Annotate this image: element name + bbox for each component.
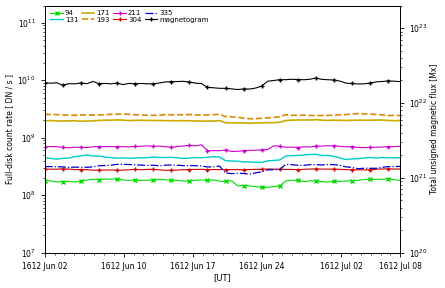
304 [169,168,174,172]
94 [157,178,162,181]
Y-axis label: Full-disk count rate [ DN / s ]: Full-disk count rate [ DN / s ] [5,74,15,184]
131 [145,156,150,160]
Legend: 94, 131, 171, 193, 211, 304, 335, magnetogram: 94, 131, 171, 193, 211, 304, 335, magnet… [48,8,211,25]
211 [42,145,47,149]
193 [247,117,252,120]
171 [247,122,252,125]
Line: magnetogram: magnetogram [43,76,402,91]
131 [42,156,47,160]
magnetogram [398,80,403,84]
Line: 335: 335 [44,164,400,174]
171 [102,118,108,122]
Line: 131: 131 [44,154,400,162]
131 [259,161,264,164]
131 [398,156,403,159]
211 [133,145,138,148]
Line: 171: 171 [44,120,400,123]
131 [157,156,162,159]
193 [398,114,403,117]
211 [157,144,162,148]
Line: 211: 211 [43,143,402,153]
131 [313,153,319,156]
171 [313,118,319,121]
171 [157,119,162,122]
193 [271,116,276,119]
94 [271,185,276,188]
335 [102,164,108,167]
131 [271,159,276,162]
magnetogram [162,80,168,84]
magnetogram [313,76,319,80]
335 [114,163,120,166]
magnetogram [133,82,138,86]
304 [42,167,47,171]
304 [157,168,162,172]
335 [138,163,144,167]
magnetogram [235,88,240,91]
335 [162,163,168,167]
335 [169,163,174,167]
131 [133,156,138,160]
magnetogram [102,82,108,85]
magnetogram [42,81,47,84]
211 [277,145,283,148]
Line: 94: 94 [43,177,402,189]
335 [150,164,156,167]
131 [102,156,108,159]
Y-axis label: Total unsigned magnetic flux [Mx]: Total unsigned magnetic flux [Mx] [430,64,440,194]
Line: 304: 304 [43,167,402,172]
94 [386,177,391,181]
193 [102,113,108,116]
211 [199,143,204,147]
211 [102,145,108,148]
211 [229,150,234,153]
193 [42,113,47,116]
304 [162,169,168,172]
335 [247,173,252,176]
magnetogram [145,82,150,86]
211 [145,144,150,147]
94 [145,178,150,182]
304 [145,168,150,171]
131 [162,156,168,159]
171 [271,121,276,124]
193 [157,113,162,117]
94 [398,179,403,182]
171 [133,119,138,122]
304 [398,167,403,171]
magnetogram [157,81,162,85]
171 [145,119,150,122]
171 [42,119,47,123]
193 [145,113,150,117]
335 [277,168,283,171]
335 [398,165,403,168]
94 [133,179,138,182]
94 [42,179,47,182]
171 [162,119,168,122]
304 [133,168,138,171]
94 [102,177,108,181]
171 [398,119,403,122]
211 [398,144,403,148]
304 [102,168,108,172]
193 [356,112,361,115]
94 [259,185,264,189]
193 [162,113,168,116]
X-axis label: [UT]: [UT] [214,273,231,283]
94 [162,178,168,181]
335 [42,165,47,168]
193 [133,113,138,117]
magnetogram [271,79,276,82]
304 [386,167,391,170]
Line: 193: 193 [44,113,400,119]
304 [271,167,276,171]
211 [162,145,168,148]
